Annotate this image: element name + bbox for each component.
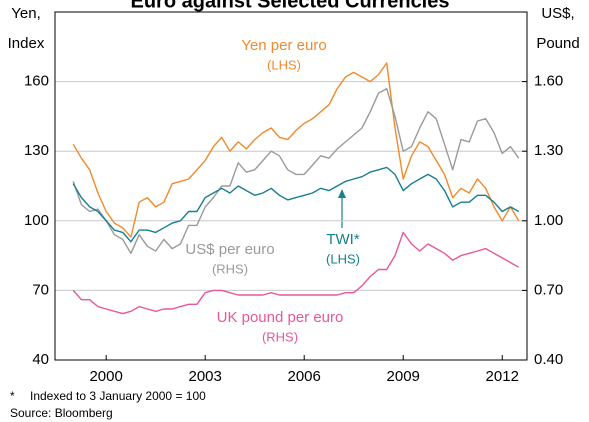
y2-tick-label: 1.00 — [534, 212, 563, 229]
series-annotation: (RHS) — [212, 261, 248, 276]
y-tick-label: 100 — [24, 212, 49, 229]
series-line — [72, 62, 520, 238]
x-tick-label: 2009 — [387, 368, 420, 385]
plot-frame — [54, 11, 528, 361]
series-line — [72, 231, 520, 315]
x-tick-label: 2000 — [89, 368, 122, 385]
y2-tick-label: 0.40 — [534, 351, 563, 368]
source: Source: Bloomberg — [10, 406, 113, 420]
series-label: Yen per euro — [241, 37, 326, 54]
y-tick-label: 160 — [24, 73, 49, 90]
annotation-arrowhead — [338, 189, 346, 198]
series-line — [72, 166, 520, 243]
y-axis-label: Index — [8, 35, 45, 52]
series-label: TWI* — [326, 231, 359, 248]
series-label: UK pound per euro — [217, 309, 344, 326]
y2-tick-label: 1.30 — [534, 142, 563, 159]
y-tick-label: 70 — [32, 281, 49, 298]
series-annotation: (LHS) — [326, 251, 360, 266]
x-tick-label: 2012 — [486, 368, 519, 385]
series-annotation: (RHS) — [262, 329, 298, 344]
footnote-marker: * — [10, 389, 15, 403]
y2-tick-label: 0.70 — [534, 281, 563, 298]
y2-axis-label: Pound — [536, 35, 579, 52]
y-tick-label: 40 — [32, 351, 49, 368]
x-tick-label: 2006 — [288, 368, 321, 385]
footnote: Indexed to 3 January 2000 = 100 — [30, 389, 206, 403]
y2-axis-label: US$, — [541, 5, 574, 22]
series-line — [72, 87, 520, 254]
x-tick-label: 2003 — [188, 368, 221, 385]
y-axis-label: Yen, — [11, 5, 40, 22]
chart-title: Euro against Selected Currencies — [130, 0, 449, 12]
series-annotation: (LHS) — [267, 57, 301, 72]
series-label: US$ per euro — [185, 241, 274, 258]
y2-tick-label: 1.60 — [534, 73, 563, 90]
y-tick-label: 130 — [24, 142, 49, 159]
